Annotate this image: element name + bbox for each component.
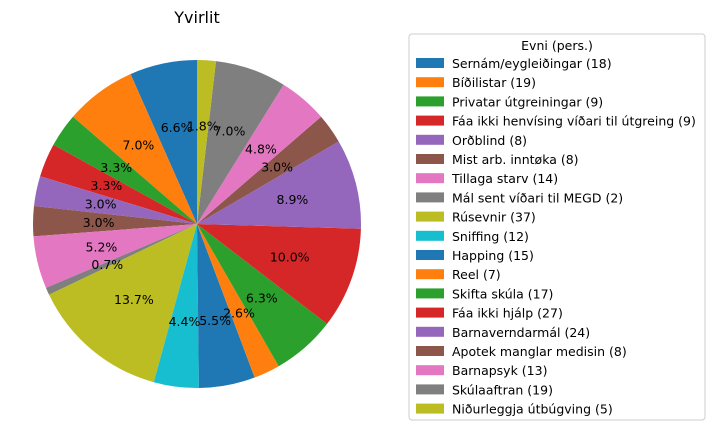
legend-title: Evni (pers.) [521,38,593,53]
slice-percent-label: 5.5% [199,313,231,328]
pie-slices-group [33,60,361,389]
legend-swatch-14 [416,326,444,337]
legend-entry-label: Barnapsyk (13) [452,363,547,378]
slice-percent-label: 4.8% [245,142,277,157]
slice-percent-label: 10.0% [270,250,310,265]
legend-entry-label: Rúsevnir (37) [452,210,536,225]
legend-entry-label: Happing (15) [452,248,534,263]
pie-slice-2 [53,116,197,224]
pie-slice-9 [153,224,199,389]
slice-percent-label: 3.0% [85,197,117,212]
legend-entry-label: Sniffing (12) [452,229,529,244]
pie-slice-12 [197,224,328,367]
legend-swatch-13 [416,307,444,318]
pie-slice-6 [33,224,197,288]
legend-swatch-16 [416,365,444,376]
legend-entry-label: Skúlaaftran (19) [452,382,553,397]
slice-percent-label: 7.0% [214,124,246,139]
legend-entry-label: Barnaverndarmál (24) [452,325,590,340]
legend-entry-label: Mál sent víðari til MEGD (2) [452,190,623,205]
pie-slice-13 [197,224,361,324]
legend-entry-label: Fáa ikki hjálp (27) [452,306,563,321]
slice-percent-label: 3.3% [91,178,123,193]
legend-swatch-18 [416,403,444,414]
pie-slice-7 [45,224,197,295]
pie-slice-18 [197,60,216,224]
slice-percent-label: 2.6% [223,306,255,321]
pie-slice-8 [49,224,198,383]
legend-swatch-15 [416,346,444,356]
slice-percent-label: 3.0% [261,159,293,174]
legend-swatch-10 [416,250,444,260]
legend-entry-label: Fáa ikki henvísing víðari til útgreing (… [452,114,696,129]
legend-entry-label: Sernám/eygleiðingar (18) [452,56,612,71]
legend-swatch-12 [416,288,444,299]
pie-slice-3 [40,144,197,224]
pie-slice-4 [33,176,197,224]
legend-entry-label: Skifta skúla (17) [452,286,553,301]
pie-slice-0 [130,60,197,224]
slice-percent-label: 6.6% [161,120,193,135]
slice-percent-label: 7.0% [123,137,155,152]
slice-percent-label: 4.4% [169,314,201,329]
legend-swatch-9 [416,230,444,241]
pie-slice-17 [197,61,284,224]
pie-slice-5 [33,205,197,237]
legend-entry-label: Niðurleggja útbúgving (5) [452,402,613,417]
legend-entry-label: Reel (7) [452,267,501,282]
slice-percent-label: 3.3% [100,160,132,175]
legend: Evni (pers.) Sernám/eygleiðingar (18) Bíð… [408,33,706,421]
slice-percent-label: 6.3% [246,291,278,306]
legend-swatch-7 [416,192,444,203]
chart-title: Yvirlit [173,8,219,27]
legend-swatch-8 [416,211,444,222]
legend-swatch-5 [416,154,444,164]
legend-swatch-6 [416,173,444,184]
legend-swatch-2 [416,96,444,107]
legend-swatch-0 [416,58,444,68]
legend-swatch-4 [416,134,444,145]
legend-swatch-17 [416,384,444,395]
legend-swatch-11 [416,269,444,280]
slice-percent-label: 5.2% [86,240,118,255]
legend-entry-label: Mist arb. inntøka (8) [452,152,579,167]
legend-entry-label: Tillaga starv (14) [451,171,558,186]
pie-slice-14 [197,141,361,229]
slice-percent-label: 0.7% [91,257,123,272]
slice-percent-label: 3.0% [83,215,115,230]
pie-slice-11 [197,224,279,378]
slice-percent-label: 8.9% [277,192,309,207]
legend-swatch-1 [416,77,444,88]
percent-labels-group: 6.6% 7.0% 3.3% 3.3% 3.0% 3.0% 5.2% 0.7% 13.7% 4.4… [83,118,310,329]
legend-frame [408,33,706,421]
pie-slice-16 [197,84,322,225]
legend-entry-label: Bíðilistar (19) [452,75,536,90]
pie-slice-1 [72,74,197,224]
pie-slice-10 [197,224,255,388]
legend-entry-label: Orðblind (8) [452,133,527,148]
slice-percent-label: 1.8% [187,118,219,133]
legend-swatch-3 [416,115,444,126]
legend-entry-label: Apotek manglar medisin (8) [452,344,627,359]
slice-percent-label: 13.7% [114,292,154,307]
legend-entry-label: Privatar útgreiningar (9) [452,94,603,109]
pie-slice-15 [197,116,339,224]
